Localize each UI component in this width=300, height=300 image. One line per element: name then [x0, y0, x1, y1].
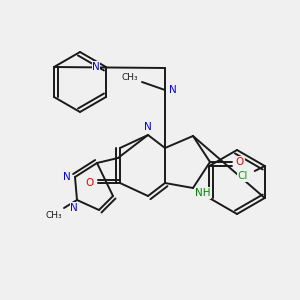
Text: CH₃: CH₃ — [46, 211, 62, 220]
Text: O: O — [236, 157, 244, 167]
Text: N: N — [144, 122, 152, 132]
Text: N: N — [70, 203, 78, 213]
Text: NH: NH — [195, 188, 211, 198]
Text: N: N — [63, 172, 71, 182]
Text: N: N — [92, 62, 100, 72]
Text: O: O — [86, 178, 94, 188]
Text: Cl: Cl — [238, 171, 248, 181]
Text: CH₃: CH₃ — [122, 74, 138, 82]
Text: N: N — [169, 85, 177, 95]
